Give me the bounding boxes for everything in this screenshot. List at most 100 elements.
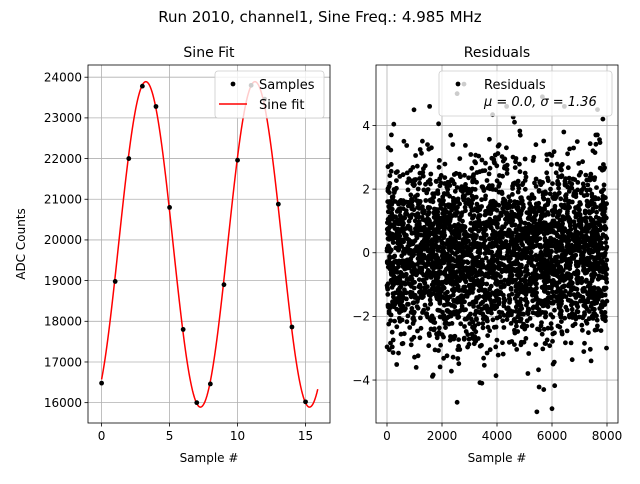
- residual-point: [408, 342, 414, 348]
- residual-point: [593, 300, 599, 305]
- residual-point: [518, 211, 524, 217]
- residual-point: [433, 256, 439, 262]
- residual-point: [466, 341, 472, 347]
- residual-point: [563, 195, 569, 201]
- residual-point: [456, 337, 461, 342]
- residual-point: [457, 215, 462, 220]
- residual-point: [471, 300, 477, 305]
- residual-point: [595, 323, 600, 329]
- residual-point: [467, 212, 473, 217]
- residual-point: [478, 301, 484, 307]
- residual-point: [570, 176, 576, 182]
- residual-point: [404, 319, 410, 325]
- residual-point: [392, 199, 398, 204]
- residual-point: [483, 160, 488, 166]
- residual-point: [396, 221, 401, 227]
- residual-point: [602, 310, 608, 315]
- residual-point: [559, 301, 564, 307]
- residual-point: [422, 302, 428, 308]
- residual-point: [449, 236, 455, 242]
- residual-point: [594, 185, 599, 191]
- residual-point: [473, 329, 479, 335]
- residual-point: [409, 212, 415, 218]
- residual-point: [564, 328, 570, 334]
- sine-fit-panel: Sine Fit 0 5 10 15 16000 17000 18000 19000 20000…: [14, 45, 331, 465]
- residual-point: [426, 146, 432, 152]
- residual-point: [434, 252, 439, 258]
- residual-point: [569, 306, 575, 312]
- residual-point: [391, 273, 397, 279]
- residuals-xtick-label: 0: [383, 429, 391, 443]
- residual-point: [581, 193, 587, 199]
- residual-point: [515, 286, 521, 291]
- sine-fit-xtick-label: 5: [166, 429, 174, 443]
- residual-point: [528, 238, 534, 244]
- residual-point: [461, 307, 467, 313]
- legend-residuals-label: Residuals: [484, 78, 546, 93]
- residual-point: [559, 329, 565, 335]
- residual-point: [421, 187, 427, 193]
- residual-point: [415, 328, 420, 334]
- residual-point: [417, 335, 423, 341]
- residual-point: [433, 235, 439, 240]
- residual-point: [446, 259, 452, 265]
- residual-point: [415, 353, 421, 359]
- residual-point: [414, 163, 420, 169]
- residual-point: [397, 302, 403, 308]
- residual-point: [485, 324, 491, 330]
- residual-point: [389, 344, 395, 350]
- residual-point: [550, 181, 555, 187]
- residual-point: [405, 313, 411, 319]
- residual-point: [410, 181, 416, 187]
- residual-point: [583, 172, 589, 178]
- residual-point: [458, 186, 464, 192]
- residual-point: [455, 246, 460, 252]
- residual-point: [415, 186, 421, 192]
- residual-point: [597, 293, 603, 299]
- residual-point: [580, 159, 585, 165]
- residual-point: [575, 180, 581, 185]
- residual-point: [461, 225, 467, 231]
- residual-point: [426, 331, 432, 337]
- residual-point: [482, 212, 488, 218]
- residual-point: [542, 288, 547, 293]
- residual-point: [446, 265, 451, 270]
- residual-point: [442, 260, 447, 265]
- residual-point: [565, 238, 571, 244]
- residual-point: [454, 399, 460, 405]
- residual-point: [534, 221, 540, 227]
- residual-point: [578, 216, 584, 221]
- residual-point: [551, 149, 557, 155]
- residual-point: [396, 296, 402, 302]
- residual-point: [587, 175, 593, 181]
- residual-point: [562, 178, 568, 184]
- residual-point: [588, 358, 594, 364]
- residual-point: [468, 220, 474, 226]
- residual-point: [425, 314, 430, 320]
- residual-point: [468, 152, 474, 157]
- residual-point: [438, 342, 443, 348]
- residual-point: [401, 246, 407, 252]
- residual-point: [535, 312, 541, 318]
- residual-point: [533, 297, 538, 302]
- residual-point: [484, 178, 490, 183]
- residual-point: [512, 212, 518, 217]
- residual-point: [564, 264, 570, 269]
- residual-point: [438, 294, 444, 300]
- residual-point: [446, 180, 451, 186]
- residual-point: [403, 233, 409, 239]
- residual-point: [559, 319, 564, 324]
- residual-point: [553, 289, 559, 295]
- residual-point: [456, 343, 461, 349]
- residual-point: [392, 298, 398, 303]
- residual-point: [517, 128, 523, 134]
- residual-point: [459, 293, 465, 298]
- residual-point: [481, 264, 487, 270]
- residual-point: [550, 338, 555, 344]
- residual-point: [385, 209, 391, 215]
- residual-point: [452, 311, 458, 317]
- residual-point: [432, 191, 438, 197]
- residual-point: [472, 267, 478, 273]
- residual-point: [482, 305, 487, 311]
- residual-point: [408, 283, 414, 289]
